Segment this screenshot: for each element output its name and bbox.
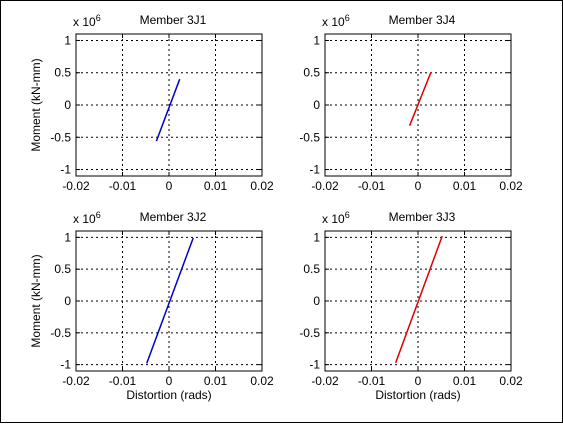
x-tick-label: 0.02 [250, 179, 274, 193]
y-tick-label: -0.5 [299, 326, 320, 340]
subplot-1: -0.02 -0.01 0 0.01 0.02 1 0.5 0 -0.5 -1 x 106 Membe… [29, 13, 274, 193]
series-line-1 [408, 71, 432, 126]
y-tick-label: 0 [313, 294, 320, 308]
series-line-1 [155, 78, 181, 142]
subplot-3: -0.02 -0.01 0 0.01 0.02 1 0.5 0 -0.5 -1 x 106 Membe… [29, 210, 274, 402]
series-line-1 [394, 235, 443, 363]
x-tick-label: -0.02 [311, 179, 339, 193]
y-tick-label: 1 [64, 33, 71, 47]
y-multiplier: x 106 [322, 13, 350, 29]
x-tick-label: 0 [415, 179, 422, 193]
y-tick-label: -0.5 [50, 130, 71, 144]
x-tick-label: 0.01 [453, 374, 477, 388]
x-axis-label: Distortion (rads) [126, 388, 211, 402]
x-tick-label: 0 [166, 374, 173, 388]
x-tick-label: 0 [166, 179, 173, 193]
y-multiplier: x 106 [73, 13, 101, 29]
y-tick-label: -1 [60, 358, 71, 372]
y-tick-label: -0.5 [299, 130, 320, 144]
y-multiplier: x 106 [322, 210, 350, 226]
x-axis-label: Distortion (rads) [375, 388, 460, 402]
x-tick-label: 0.02 [499, 179, 523, 193]
y-tick-label: 0 [64, 294, 71, 308]
series-line-1 [145, 237, 194, 364]
x-tick-label: 0.01 [204, 179, 228, 193]
x-tick-label: 0.01 [204, 374, 228, 388]
subplot-title: Member 3J4 [389, 13, 456, 27]
x-tick-label: 0 [415, 374, 422, 388]
x-tick-label: -0.01 [358, 374, 386, 388]
y-multiplier: x 106 [73, 210, 101, 226]
y-tick-label: 0 [64, 98, 71, 112]
y-tick-label: -1 [309, 163, 320, 177]
y-tick-label: -1 [309, 358, 320, 372]
y-tick-label: 0.5 [303, 262, 320, 276]
subplot-2: -0.02 -0.01 0 0.01 0.02 1 0.5 0 -0.5 -1 x 106 Membe… [299, 13, 523, 193]
y-tick-label: 0.5 [54, 66, 71, 80]
x-tick-label: 0.02 [499, 374, 523, 388]
y-tick-label: 0.5 [303, 66, 320, 80]
x-tick-label: -0.01 [109, 179, 137, 193]
y-tick-label: 0 [313, 98, 320, 112]
y-tick-label: 1 [64, 230, 71, 244]
y-tick-label: 1 [313, 230, 320, 244]
x-tick-label: 0.01 [453, 179, 477, 193]
x-tick-label: -0.01 [109, 374, 137, 388]
y-axis-label: Moment (kN-mm) [29, 58, 43, 151]
y-tick-label: -0.5 [50, 326, 71, 340]
x-tick-label: -0.01 [358, 179, 386, 193]
subplot-4: -0.02 -0.01 0 0.01 0.02 1 0.5 0 -0.5 -1 x 106 Membe… [299, 210, 523, 402]
y-tick-label: 1 [313, 33, 320, 47]
x-tick-label: -0.02 [311, 374, 339, 388]
x-tick-label: 0.02 [250, 374, 274, 388]
subplot-title: Member 3J1 [140, 13, 207, 27]
x-tick-label: -0.02 [62, 374, 90, 388]
subplot-title: Member 3J2 [140, 210, 207, 224]
x-tick-label: -0.02 [62, 179, 90, 193]
y-tick-label: -1 [60, 163, 71, 177]
subplot-title: Member 3J3 [389, 210, 456, 224]
y-tick-label: 0.5 [54, 262, 71, 276]
y-axis-label: Moment (kN-mm) [29, 254, 43, 347]
